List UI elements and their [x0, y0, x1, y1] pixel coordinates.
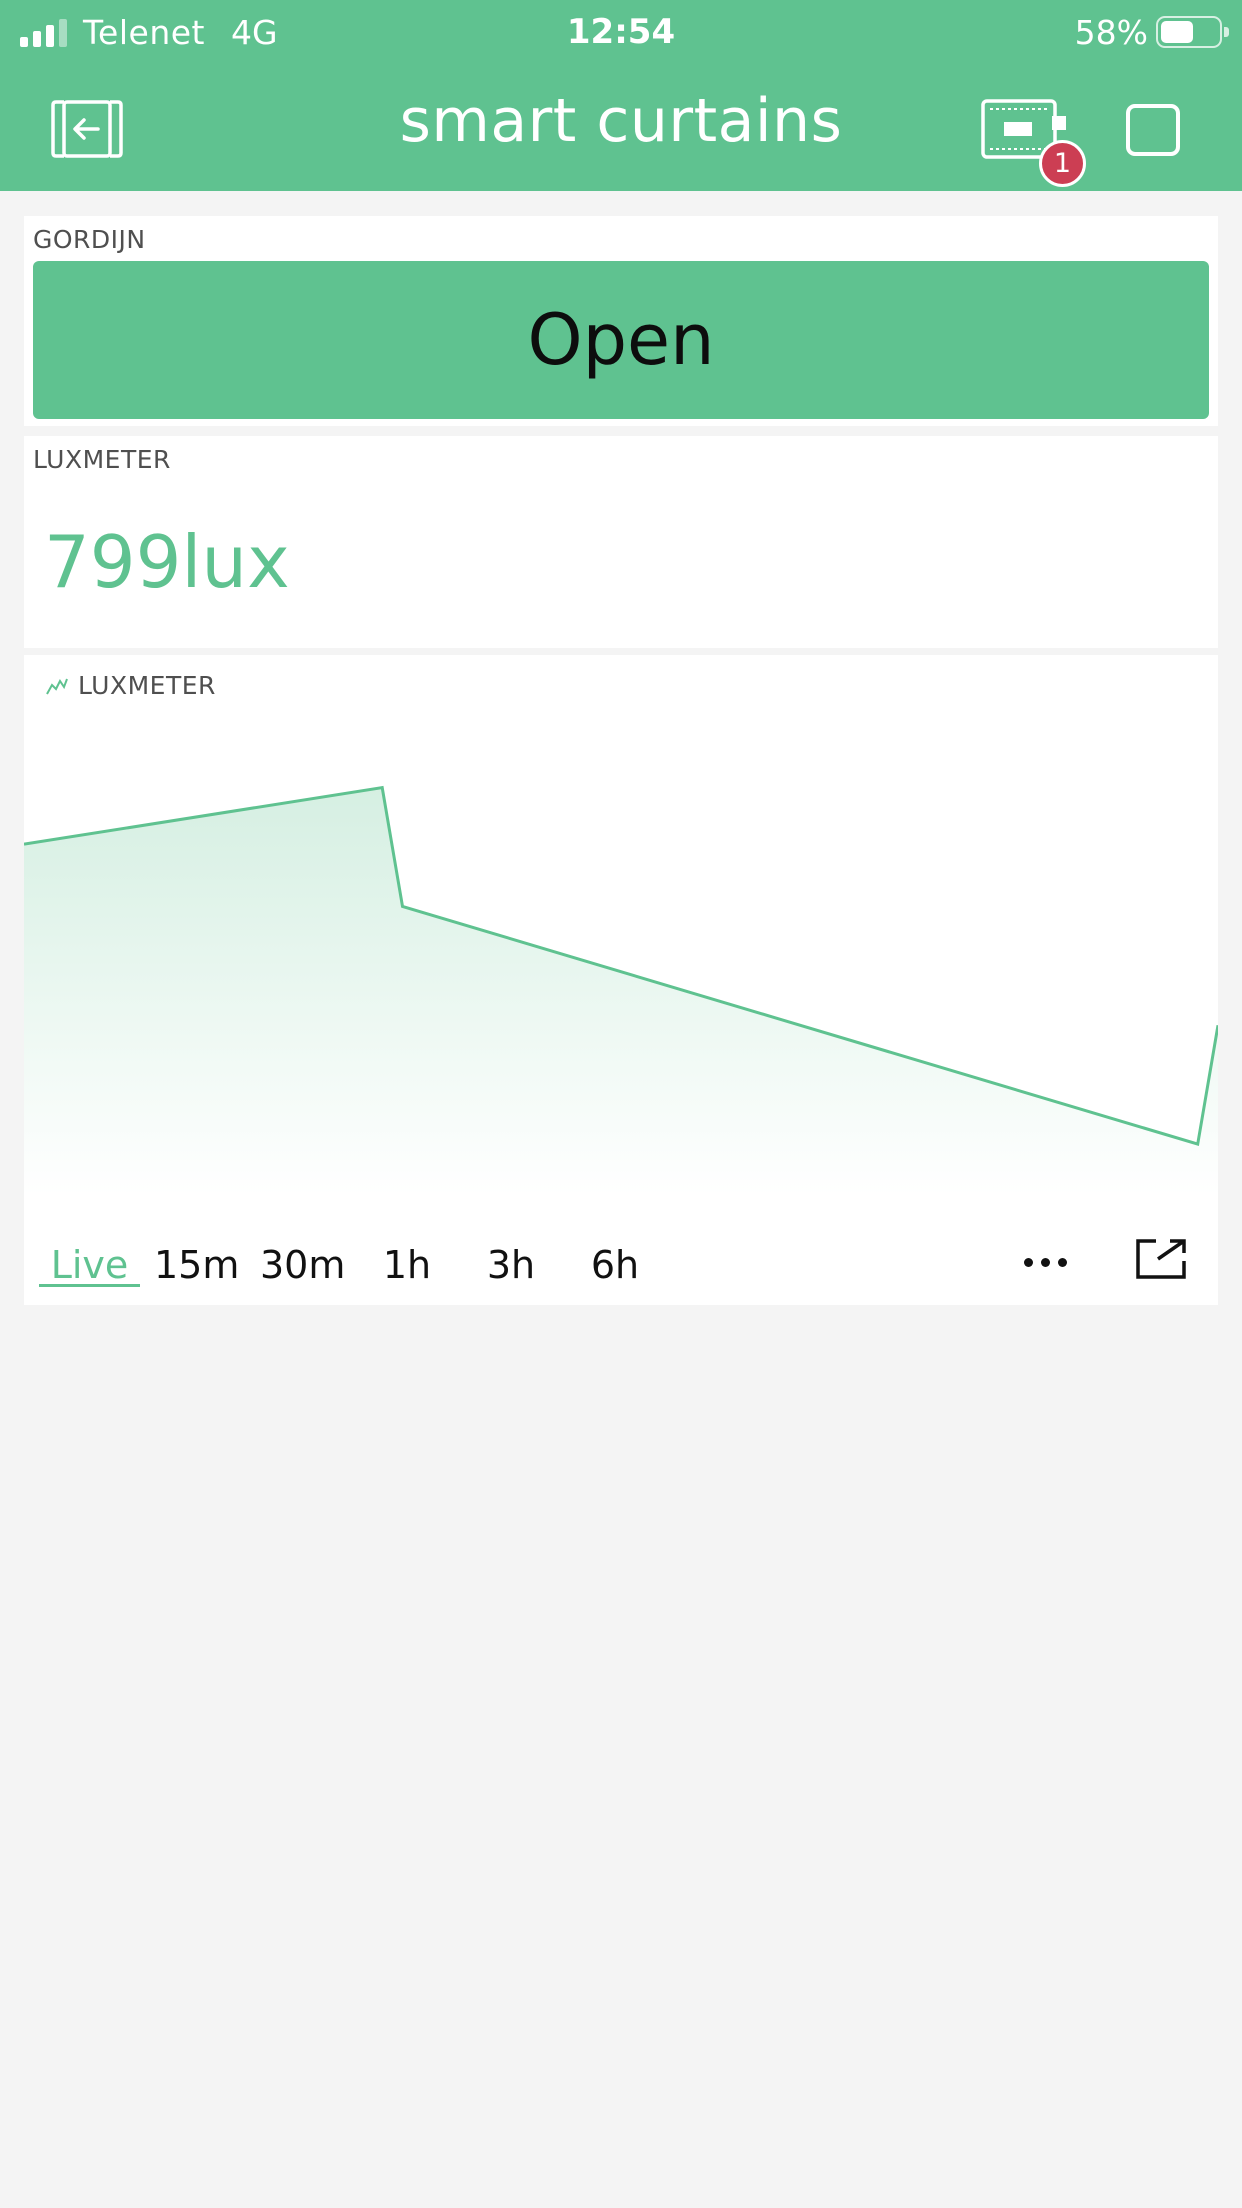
- play-mode-button[interactable]: [1126, 104, 1180, 156]
- gordijn-widget: GORDIJN Open: [24, 216, 1218, 426]
- exit-project-icon[interactable]: [50, 98, 124, 160]
- more-icon[interactable]: [1024, 1247, 1074, 1277]
- tab-live[interactable]: Live: [50, 1243, 129, 1287]
- tab-6h[interactable]: 6h: [590, 1243, 640, 1287]
- tab-1h[interactable]: 1h: [382, 1243, 432, 1287]
- tab-15m[interactable]: 15m: [154, 1243, 240, 1287]
- tab-30m[interactable]: 30m: [260, 1243, 346, 1287]
- widget-label-luxmeter: LUXMETER: [33, 445, 171, 474]
- lux-chart[interactable]: [24, 705, 1218, 1215]
- device-icon[interactable]: [980, 98, 1070, 176]
- network-type: 4G: [230, 12, 278, 52]
- battery-level-fill: [1161, 21, 1193, 43]
- status-bar-right: 58%: [1074, 10, 1229, 54]
- carrier-name: Telenet: [83, 12, 205, 52]
- signal-strength-icon: [20, 17, 67, 47]
- battery-percent: 58%: [1074, 12, 1148, 52]
- notification-badge: 1: [1039, 140, 1086, 187]
- chart-header: LUXMETER: [46, 671, 216, 700]
- lux-value: 799lux: [44, 520, 290, 604]
- chart-icon: [46, 678, 68, 694]
- chart-widget: LUXMETER Live 15m 30m 1h 3h 6h: [24, 655, 1218, 1305]
- widget-label-chart: LUXMETER: [78, 671, 216, 700]
- status-time: 12:54: [566, 12, 676, 52]
- chart-area-fill: [24, 787, 1218, 1195]
- status-bar-left: Telenet 4G: [20, 10, 278, 54]
- widget-label-gordijn: GORDIJN: [33, 225, 146, 254]
- open-button[interactable]: Open: [33, 261, 1209, 419]
- tab-3h[interactable]: 3h: [486, 1243, 536, 1287]
- header-bar: Telenet 4G 12:54 58% smart curtains 1: [0, 0, 1242, 191]
- project-title: smart curtains: [399, 86, 843, 156]
- expand-icon[interactable]: [1134, 1237, 1190, 1281]
- active-tab-indicator: [39, 1284, 140, 1287]
- chart-series-line: [24, 785, 1218, 1147]
- battery-icon: [1156, 16, 1229, 48]
- lux-display-widget: LUXMETER 799lux: [24, 436, 1218, 648]
- time-range-tabs: Live 15m 30m 1h 3h 6h: [24, 1220, 1218, 1310]
